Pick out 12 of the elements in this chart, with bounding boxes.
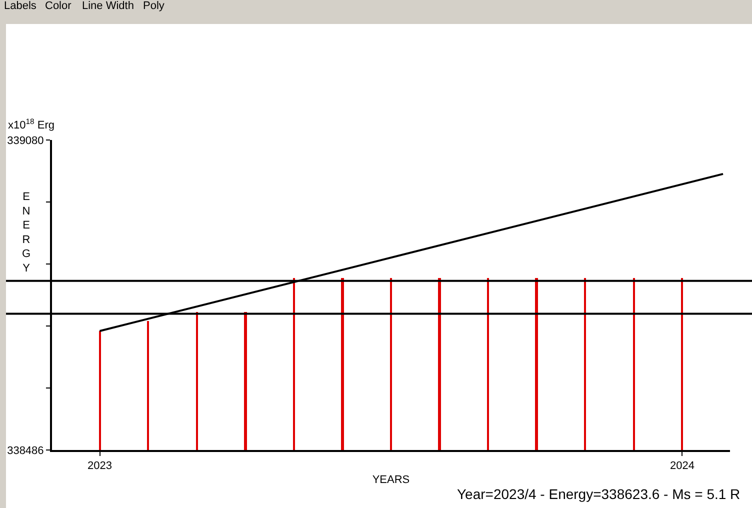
text: Poly — [143, 0, 164, 12]
text: Year=2023/4 - Energy=338623.6 - Ms = 5.1 R — [457, 486, 740, 502]
text: Labels — [4, 0, 36, 12]
text: x10$^{18}$ Erg — [8, 117, 54, 132]
y-tick-label: 338486 — [7, 444, 44, 457]
y-axis-title: ENERGY — [22, 191, 31, 274]
x-tick-label: 2024 — [670, 460, 694, 472]
text: Color — [45, 0, 72, 12]
text: Line Width — [82, 0, 134, 12]
y-tick-label: 339080 — [7, 134, 44, 147]
x-tick-label: 2023 — [88, 460, 112, 472]
x-axis-title: YEARS — [372, 474, 410, 486]
